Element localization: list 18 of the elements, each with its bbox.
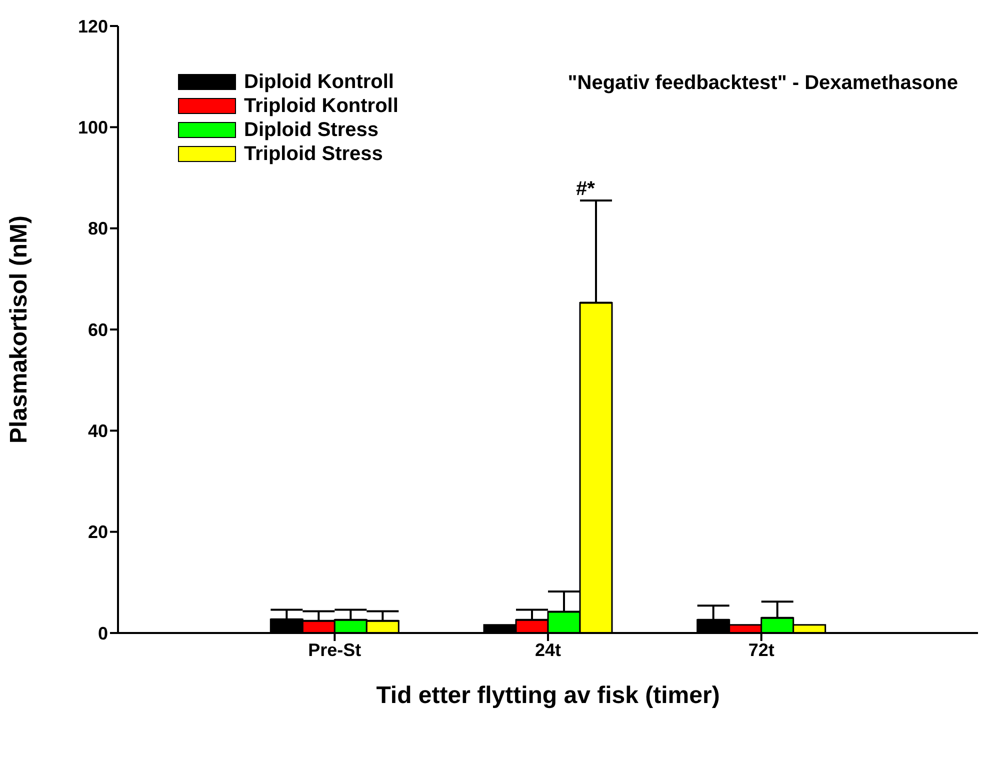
legend-label: Triploid Kontroll [244, 94, 398, 118]
y-tick-label: 80 [88, 218, 108, 239]
legend-label: Diploid Stress [244, 118, 378, 142]
y-tick-label: 20 [88, 522, 108, 542]
x-axis-title: Tid etter flytting av fisk (timer) [376, 682, 720, 709]
y-tick-label: 120 [78, 16, 108, 36]
x-tick-label: Pre-St [308, 640, 362, 660]
y-tick-label: 100 [78, 118, 108, 138]
legend-label: Triploid Stress [244, 142, 383, 166]
y-tick-label: 40 [88, 421, 108, 442]
y-tick-label: 60 [88, 320, 108, 340]
legend-label: Diploid Kontroll [244, 70, 394, 94]
x-tick-label: 72t [748, 640, 774, 660]
annotation: #* [576, 178, 595, 201]
y-axis-title: Plasmakortisol (nM) [6, 215, 33, 444]
y-tick-label: 0 [98, 623, 108, 644]
x-tick-label: 24t [534, 640, 562, 660]
annotation: "Negativ feedbacktest" - Dexamethasone [568, 72, 958, 95]
